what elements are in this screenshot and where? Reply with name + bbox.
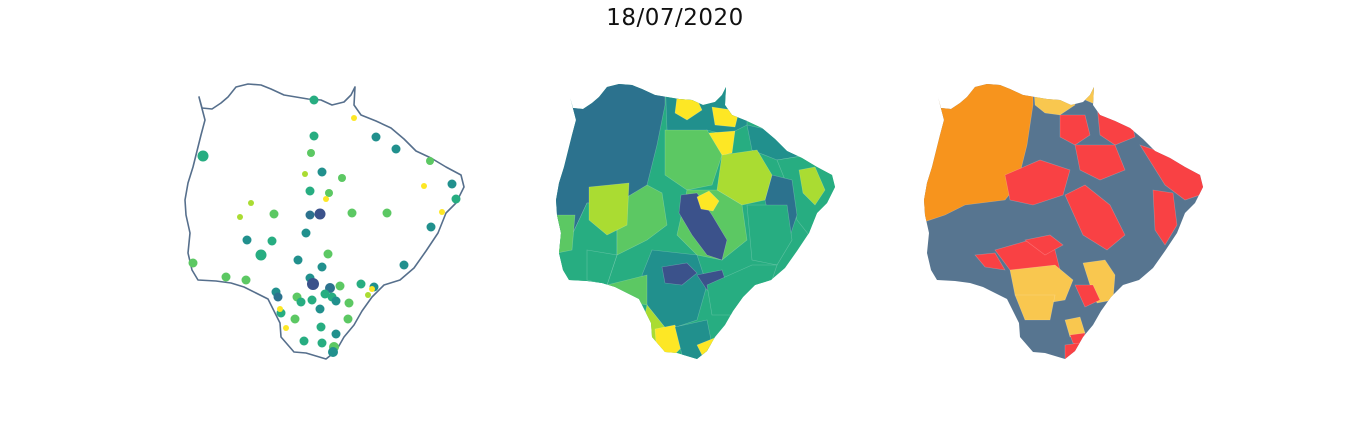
municipality-dot: [323, 249, 333, 259]
municipality-dot: [305, 210, 315, 220]
municipality-dot: [242, 235, 252, 245]
municipality-region: [588, 182, 630, 236]
municipality-region: [1024, 234, 1064, 256]
municipality-dot: [317, 338, 327, 348]
municipality-dot: [273, 292, 283, 302]
municipality-region: [1059, 114, 1091, 146]
municipality-region: [974, 252, 1006, 271]
municipality-dot: [309, 131, 319, 141]
municipality-dot: [351, 115, 357, 121]
municipality-dot: [267, 236, 277, 246]
municipality-dot: [325, 189, 333, 197]
municipality-dot: [426, 157, 434, 165]
categorical-choropleth-panel: [915, 75, 1215, 365]
municipality-dot: [305, 186, 315, 196]
municipality-dot: [301, 228, 311, 238]
municipality-dot: [426, 222, 436, 232]
municipality-dot: [316, 322, 326, 332]
municipality-dot: [307, 278, 319, 290]
municipality-dot: [439, 209, 445, 215]
municipality-dot: [343, 314, 353, 324]
municipality-dot: [277, 306, 283, 312]
municipality-dot: [347, 208, 357, 218]
municipality-dot: [309, 95, 319, 105]
municipality-dot: [296, 297, 306, 307]
municipality-dot: [451, 194, 461, 204]
municipality-dot: [299, 336, 309, 346]
municipality-dot: [315, 304, 325, 314]
municipality-dot: [197, 150, 209, 162]
municipality-dot: [365, 292, 371, 298]
state-outline: [184, 83, 465, 360]
municipality-dot: [331, 329, 341, 339]
municipality-region: [664, 129, 723, 191]
municipality-dot: [369, 286, 375, 292]
municipality-region: [1074, 284, 1101, 308]
municipality-region: [696, 190, 720, 212]
municipality-dot: [221, 272, 231, 282]
municipality-dot: [269, 209, 279, 219]
municipality-region: [1074, 84, 1116, 106]
municipality-dot: [371, 132, 381, 142]
points-map-panel: [176, 75, 476, 365]
municipality-dot: [320, 289, 330, 299]
municipality-dot: [307, 149, 315, 157]
municipality-dot: [188, 258, 198, 268]
municipality-region: [1064, 184, 1126, 251]
points-map: [184, 83, 465, 360]
municipality-dot: [323, 196, 329, 202]
municipality-region: [1074, 144, 1126, 181]
viridis-choropleth-panel: [547, 75, 847, 365]
municipality-dot: [314, 208, 326, 220]
municipality-region: [1152, 189, 1178, 246]
viridis-choropleth-map: [556, 84, 835, 359]
municipality-dot: [399, 260, 409, 270]
municipality-dot: [382, 208, 392, 218]
municipality-dot: [293, 255, 303, 265]
municipality-dot: [317, 167, 327, 177]
municipality-dot: [421, 183, 427, 189]
page-title: 18/07/2020: [606, 5, 744, 31]
municipality-region: [1014, 294, 1056, 321]
municipality-dot: [317, 262, 327, 272]
municipality-region: [798, 166, 826, 206]
municipality-dot: [338, 174, 346, 182]
municipality-region: [1004, 159, 1071, 206]
municipality-dot: [237, 214, 243, 220]
municipality-dot: [290, 314, 300, 324]
municipality-dot: [255, 249, 267, 261]
municipality-dot: [283, 325, 289, 331]
municipality-region: [746, 204, 793, 266]
municipality-dot: [447, 179, 457, 189]
municipality-dot: [335, 281, 345, 291]
categorical-choropleth-map: [924, 84, 1203, 359]
municipality-dot: [331, 296, 341, 306]
municipality-dot: [307, 295, 317, 305]
municipality-region: [556, 214, 576, 256]
municipality-dot: [248, 200, 254, 206]
municipality-dot: [328, 347, 338, 357]
municipality-dot: [391, 144, 401, 154]
municipality-region: [711, 106, 740, 128]
municipality-dot: [241, 275, 251, 285]
municipality-dot: [356, 279, 366, 289]
municipality-dot: [344, 298, 354, 308]
municipality-region: [661, 262, 698, 286]
municipality-region: [1064, 342, 1081, 359]
municipality-dot: [302, 171, 308, 177]
